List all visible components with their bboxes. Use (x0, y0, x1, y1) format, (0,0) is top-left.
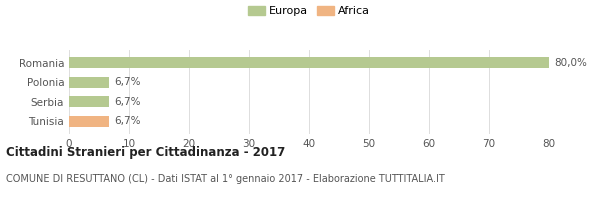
Bar (69, 77, 109, 88)
Text: COMUNE DI RESUTTANO (CL) - Dati ISTAT al 1° gennaio 2017 - Elaborazione TUTTITAL: COMUNE DI RESUTTANO (CL) - Dati ISTAT al… (6, 174, 445, 184)
Text: 6,7%: 6,7% (114, 97, 140, 107)
Text: 80,0%: 80,0% (554, 58, 587, 68)
Bar (69, 96, 109, 107)
Bar (69, 57, 549, 68)
Text: 6,7%: 6,7% (114, 77, 140, 87)
Text: 6,7%: 6,7% (114, 116, 140, 126)
Legend: Europa, Africa: Europa, Africa (245, 3, 373, 18)
Bar (69, 116, 109, 127)
Text: Cittadini Stranieri per Cittadinanza - 2017: Cittadini Stranieri per Cittadinanza - 2… (6, 146, 285, 159)
